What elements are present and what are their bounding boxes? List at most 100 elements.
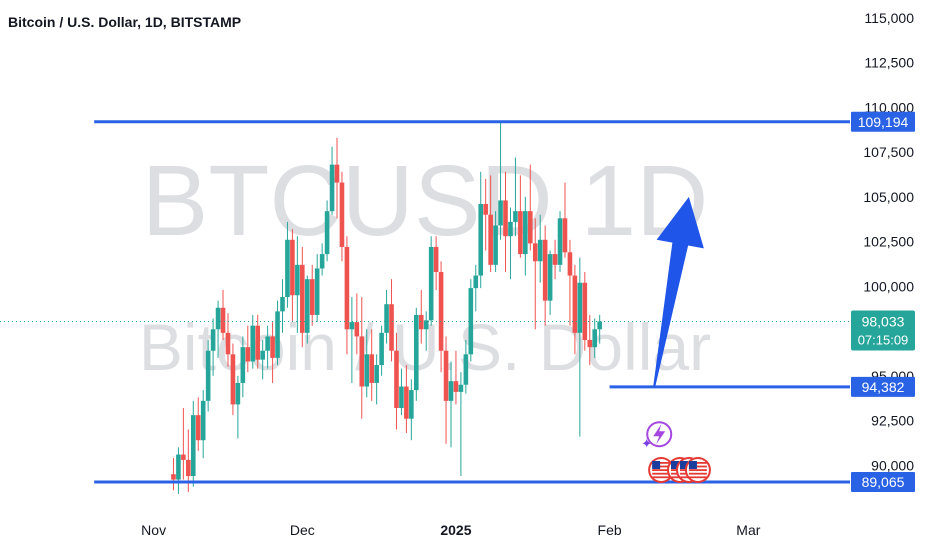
candle	[597, 314, 602, 344]
candle-body	[190, 415, 196, 476]
time-axis[interactable]: Nov Dec 2025 Feb Mar	[141, 522, 761, 538]
level-price-label: 94,382	[862, 379, 905, 395]
candle-body	[552, 254, 558, 265]
last-price-label: 98,033	[862, 314, 905, 330]
candle-body	[349, 322, 355, 330]
flag-stripe	[652, 472, 671, 475]
candle	[290, 229, 295, 323]
candle	[384, 289, 389, 344]
candle	[255, 314, 261, 369]
candle	[280, 279, 285, 333]
candle-body	[195, 415, 201, 441]
candle-body	[339, 182, 345, 247]
candle	[230, 343, 236, 416]
candle-body	[324, 211, 330, 255]
candle-body	[404, 386, 409, 419]
candle	[309, 264, 315, 326]
candle	[493, 211, 498, 272]
candle	[176, 447, 181, 494]
us-flag-event-icon[interactable]	[684, 456, 711, 483]
candle-body	[225, 332, 231, 355]
candle	[344, 236, 350, 355]
candle	[374, 354, 379, 405]
price-tick-label: 100,000	[863, 278, 914, 294]
candle	[235, 375, 241, 439]
candle	[592, 318, 598, 358]
candle-body	[587, 340, 593, 348]
flag-stripe	[688, 476, 707, 479]
sparkle-icon: ✦	[641, 437, 652, 452]
candle-body	[498, 200, 503, 226]
candle	[245, 325, 251, 373]
projection-arrow	[653, 196, 704, 388]
candle	[329, 146, 335, 215]
flag-stripe	[688, 461, 707, 464]
flag-canton	[671, 460, 680, 469]
flag-stripe	[652, 465, 671, 468]
lightning-event-icon[interactable]	[646, 421, 673, 448]
candle-body	[473, 275, 479, 289]
candle-body	[205, 350, 211, 401]
candle	[428, 236, 434, 326]
level-price-tag	[851, 471, 915, 492]
candle	[537, 214, 543, 283]
candle-body	[394, 350, 399, 408]
candle-body	[409, 390, 414, 419]
flag-canton	[688, 460, 697, 469]
candle	[453, 350, 459, 405]
candle	[418, 289, 424, 344]
candle	[552, 239, 558, 280]
chart-title: Bitcoin / U.S. Dollar, 1D, BITSTAMP	[8, 14, 242, 30]
candle-body	[557, 218, 563, 265]
candle	[547, 250, 553, 315]
candle-body	[508, 221, 513, 237]
flag-canton	[679, 460, 688, 469]
candle	[319, 243, 325, 276]
candle	[369, 329, 374, 401]
events[interactable]: ✦	[641, 421, 711, 483]
level-price-label: 89,065	[862, 474, 905, 490]
candle-body	[309, 279, 315, 315]
candle-body	[374, 365, 379, 383]
candle-body	[265, 336, 270, 351]
time-tick-label: 2025	[440, 522, 471, 538]
candle-body	[369, 354, 374, 383]
candle	[587, 314, 593, 366]
candle	[473, 264, 479, 312]
flag-stripe	[652, 476, 671, 479]
candle	[443, 336, 449, 444]
candle-body	[200, 400, 206, 441]
price-axis[interactable]: 115,000 112,500 110,000 107,500 105,000 102,5…	[863, 10, 914, 473]
flag-stripe	[688, 469, 707, 471]
candle	[562, 182, 568, 258]
candle	[225, 313, 231, 367]
candle	[265, 325, 270, 369]
candle-body	[275, 311, 280, 358]
candle-body	[518, 211, 523, 255]
candle	[438, 261, 444, 373]
candle	[300, 246, 305, 348]
candle	[314, 254, 320, 323]
candle-body	[527, 211, 533, 244]
candle-body	[448, 381, 454, 401]
candle	[567, 239, 573, 326]
candle-body	[186, 459, 191, 476]
level-price-tag	[851, 376, 915, 397]
candle	[508, 207, 513, 280]
candle	[448, 361, 454, 448]
candle-body	[493, 225, 498, 265]
price-tick-label: 112,500	[864, 55, 914, 71]
candle-body	[532, 243, 538, 262]
candle-body	[542, 239, 548, 301]
candle-body	[458, 384, 464, 392]
candle	[295, 236, 300, 333]
candle-body	[423, 320, 429, 330]
candle-body	[468, 288, 474, 355]
level-price-label: 109,194	[858, 114, 909, 130]
candle	[503, 171, 508, 272]
candle-body	[250, 325, 256, 362]
candle	[518, 175, 523, 258]
candle-body	[513, 211, 518, 222]
candle-body	[597, 321, 602, 330]
